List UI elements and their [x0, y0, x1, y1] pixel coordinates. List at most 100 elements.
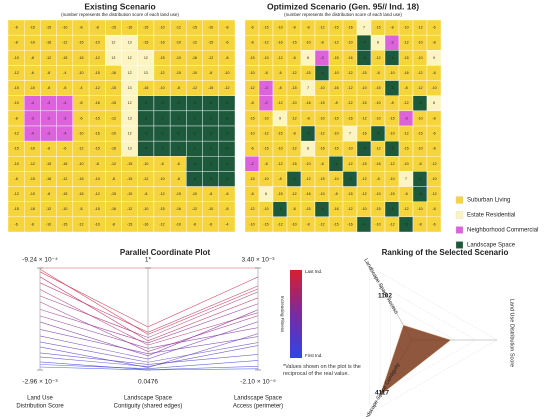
- cell-score: -8: [47, 147, 50, 151]
- cell-score: -10: [14, 162, 19, 166]
- cell-score: -10: [333, 71, 338, 75]
- cell-score: -15: [111, 192, 116, 196]
- cell-score: 13: [128, 116, 132, 120]
- cell-score: -8: [376, 177, 379, 181]
- cell-score: -8: [320, 41, 323, 45]
- cell-score: -15: [291, 162, 296, 166]
- cell-score: -15: [176, 71, 181, 75]
- cell-score: -10: [389, 132, 394, 136]
- axis-label: Landscape Space: [124, 396, 173, 402]
- cell-score: -15: [62, 192, 67, 196]
- cell-score: -6: [432, 26, 435, 30]
- cell-score: -6: [225, 192, 228, 196]
- cell-score: -15: [375, 26, 380, 30]
- cell-score: -15: [14, 147, 19, 151]
- cell-score: -2: [177, 147, 180, 151]
- cell-score: -8: [15, 177, 18, 181]
- cell-score: -15: [14, 207, 19, 211]
- cell-score: -6: [31, 71, 34, 75]
- cell-score: -15: [403, 56, 408, 60]
- cell-score: -12: [277, 162, 282, 166]
- cell-score: -10: [319, 116, 324, 120]
- cell-score: -15: [95, 71, 100, 75]
- cell-score: -3: [264, 86, 267, 90]
- cell-score: 7: [307, 86, 309, 90]
- cell-score: 12: [128, 132, 132, 136]
- cell-score: -15: [208, 41, 213, 45]
- radar-ring: [369, 266, 498, 414]
- cell-score: -2: [225, 101, 228, 105]
- cell-score: -12: [78, 222, 83, 226]
- cell-score: -8: [250, 41, 253, 45]
- note: *Values shown on the plot is the recipro…: [283, 364, 361, 378]
- cell-score: -15: [30, 26, 35, 30]
- axis-label: Contiguity (shared edges): [114, 404, 183, 410]
- cell-score: -16: [347, 26, 352, 30]
- cell-score: -10: [176, 222, 181, 226]
- cell-score: -10: [62, 26, 67, 30]
- cell-score: -12: [14, 71, 19, 75]
- cell-score: -12: [389, 222, 394, 226]
- cell-score: -5: [418, 192, 421, 196]
- cell-score: -8: [47, 192, 50, 196]
- cell-score: -8: [432, 147, 435, 151]
- cell-score: -4: [31, 101, 34, 105]
- cell-score: -10: [249, 71, 254, 75]
- cell-score: 12: [144, 56, 148, 60]
- cell-score: -16: [176, 207, 181, 211]
- cell-score: -8: [144, 192, 147, 196]
- cell-score: -1: [177, 132, 180, 136]
- cell-score: -8: [278, 86, 281, 90]
- cell-score: -10: [305, 162, 310, 166]
- cell-score: -8: [160, 162, 163, 166]
- cell-score: -10: [95, 41, 100, 45]
- cell-score: 6: [265, 192, 267, 196]
- cell-score: -10: [403, 26, 408, 30]
- cell-score: -6: [79, 116, 82, 120]
- cell-score: -12: [291, 71, 296, 75]
- cell-score: -10: [375, 116, 380, 120]
- cell-score: 13: [111, 56, 115, 60]
- cell-score: -15: [417, 132, 422, 136]
- cell-score: -6: [15, 26, 18, 30]
- cell-score: -12: [417, 71, 422, 75]
- radar-title: Ranking of the Selected Scenario: [382, 248, 509, 257]
- radar-area: [379, 324, 452, 396]
- cell-score: 12: [128, 71, 132, 75]
- cell-score: -1: [209, 147, 212, 151]
- cell-score: -15: [95, 207, 100, 211]
- cell-score: 13: [144, 71, 148, 75]
- cell-score: -12: [192, 41, 197, 45]
- cell-score: -6: [209, 222, 212, 226]
- cell-score: -2: [225, 132, 228, 136]
- cell-score: 13: [128, 147, 132, 151]
- cell-score: -8: [15, 41, 18, 45]
- cell-score: -10: [417, 207, 422, 211]
- cell-score: -12: [30, 162, 35, 166]
- cell-score: -10: [375, 222, 380, 226]
- cell-score: -8: [15, 116, 18, 120]
- cell-score: 8: [307, 147, 309, 151]
- cell-score: -16: [111, 147, 116, 151]
- cell-score: -16: [347, 116, 352, 120]
- cell-score: -15: [263, 26, 268, 30]
- cell-score: -16: [78, 56, 83, 60]
- cell-score: -12: [62, 177, 67, 181]
- cell-score: -2: [390, 41, 393, 45]
- cell-score: -15: [319, 177, 324, 181]
- cell-score: -12: [347, 71, 352, 75]
- parallel-line: [39, 276, 259, 342]
- cell-score: -15: [277, 132, 282, 136]
- cell-score: -1: [160, 116, 163, 120]
- cell-score: -8: [177, 177, 180, 181]
- cell-score: -8: [390, 26, 393, 30]
- cell-score: -3: [47, 132, 50, 136]
- cell-score: -15: [333, 26, 338, 30]
- cell-score: -15: [143, 41, 148, 45]
- cell-score: -12: [431, 192, 436, 196]
- cell-score: -12: [192, 86, 197, 90]
- cell-score: -8: [225, 56, 228, 60]
- axis-tick-label: -2.96 × 10⁻³: [22, 379, 58, 386]
- cell-score: -15: [403, 147, 408, 151]
